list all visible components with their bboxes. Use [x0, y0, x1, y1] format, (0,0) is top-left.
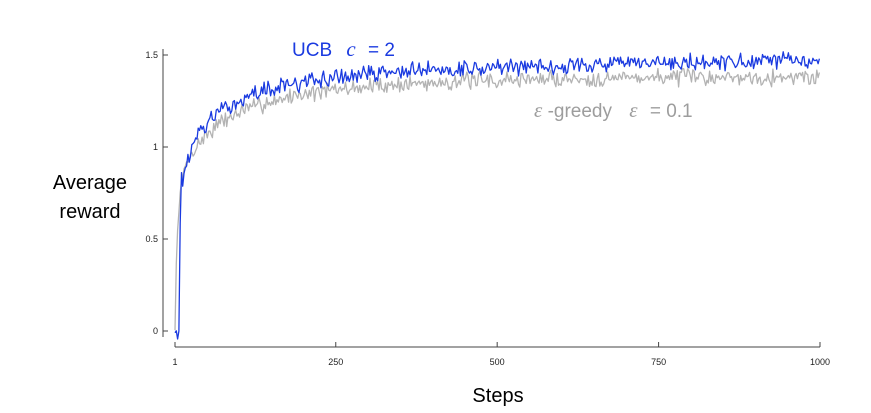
ucb-series-line	[174, 51, 821, 340]
egreedy-series-label: ε -greedy ε = 0.1	[534, 98, 693, 122]
series-layer	[174, 51, 821, 340]
y-tick-label: 0.5	[145, 234, 158, 244]
y-axis-title-line2: reward	[59, 201, 120, 223]
x-tick-label: 1000	[810, 357, 830, 367]
y-tick-label: 1	[153, 142, 158, 152]
egreedy-label-symbol: ε	[534, 98, 543, 122]
ucb-label-symbol: c	[346, 37, 356, 61]
y-axis-title-line1: Average	[53, 172, 127, 194]
axes: 0 0.5 1 1.5 1 250 500 750 1000	[145, 49, 830, 367]
ucb-label-word: UCB	[292, 40, 332, 61]
egreedy-label-word: -greedy	[548, 101, 613, 122]
ucb-series-label: UCB c = 2	[292, 37, 395, 61]
x-tick-label: 750	[651, 357, 666, 367]
ucb-label-value: = 2	[368, 40, 395, 61]
y-tick-label: 1.5	[145, 50, 158, 60]
x-tick-label: 500	[490, 357, 505, 367]
egreedy-label-value: = 0.1	[650, 101, 693, 122]
egreedy-series-line	[174, 67, 821, 331]
x-tick-label: 1	[172, 357, 177, 367]
y-tick-label: 0	[153, 326, 158, 336]
x-axis-title: Steps	[472, 385, 523, 407]
egreedy-label-epsilon: ε	[629, 98, 638, 122]
x-tick-label: 250	[328, 357, 343, 367]
